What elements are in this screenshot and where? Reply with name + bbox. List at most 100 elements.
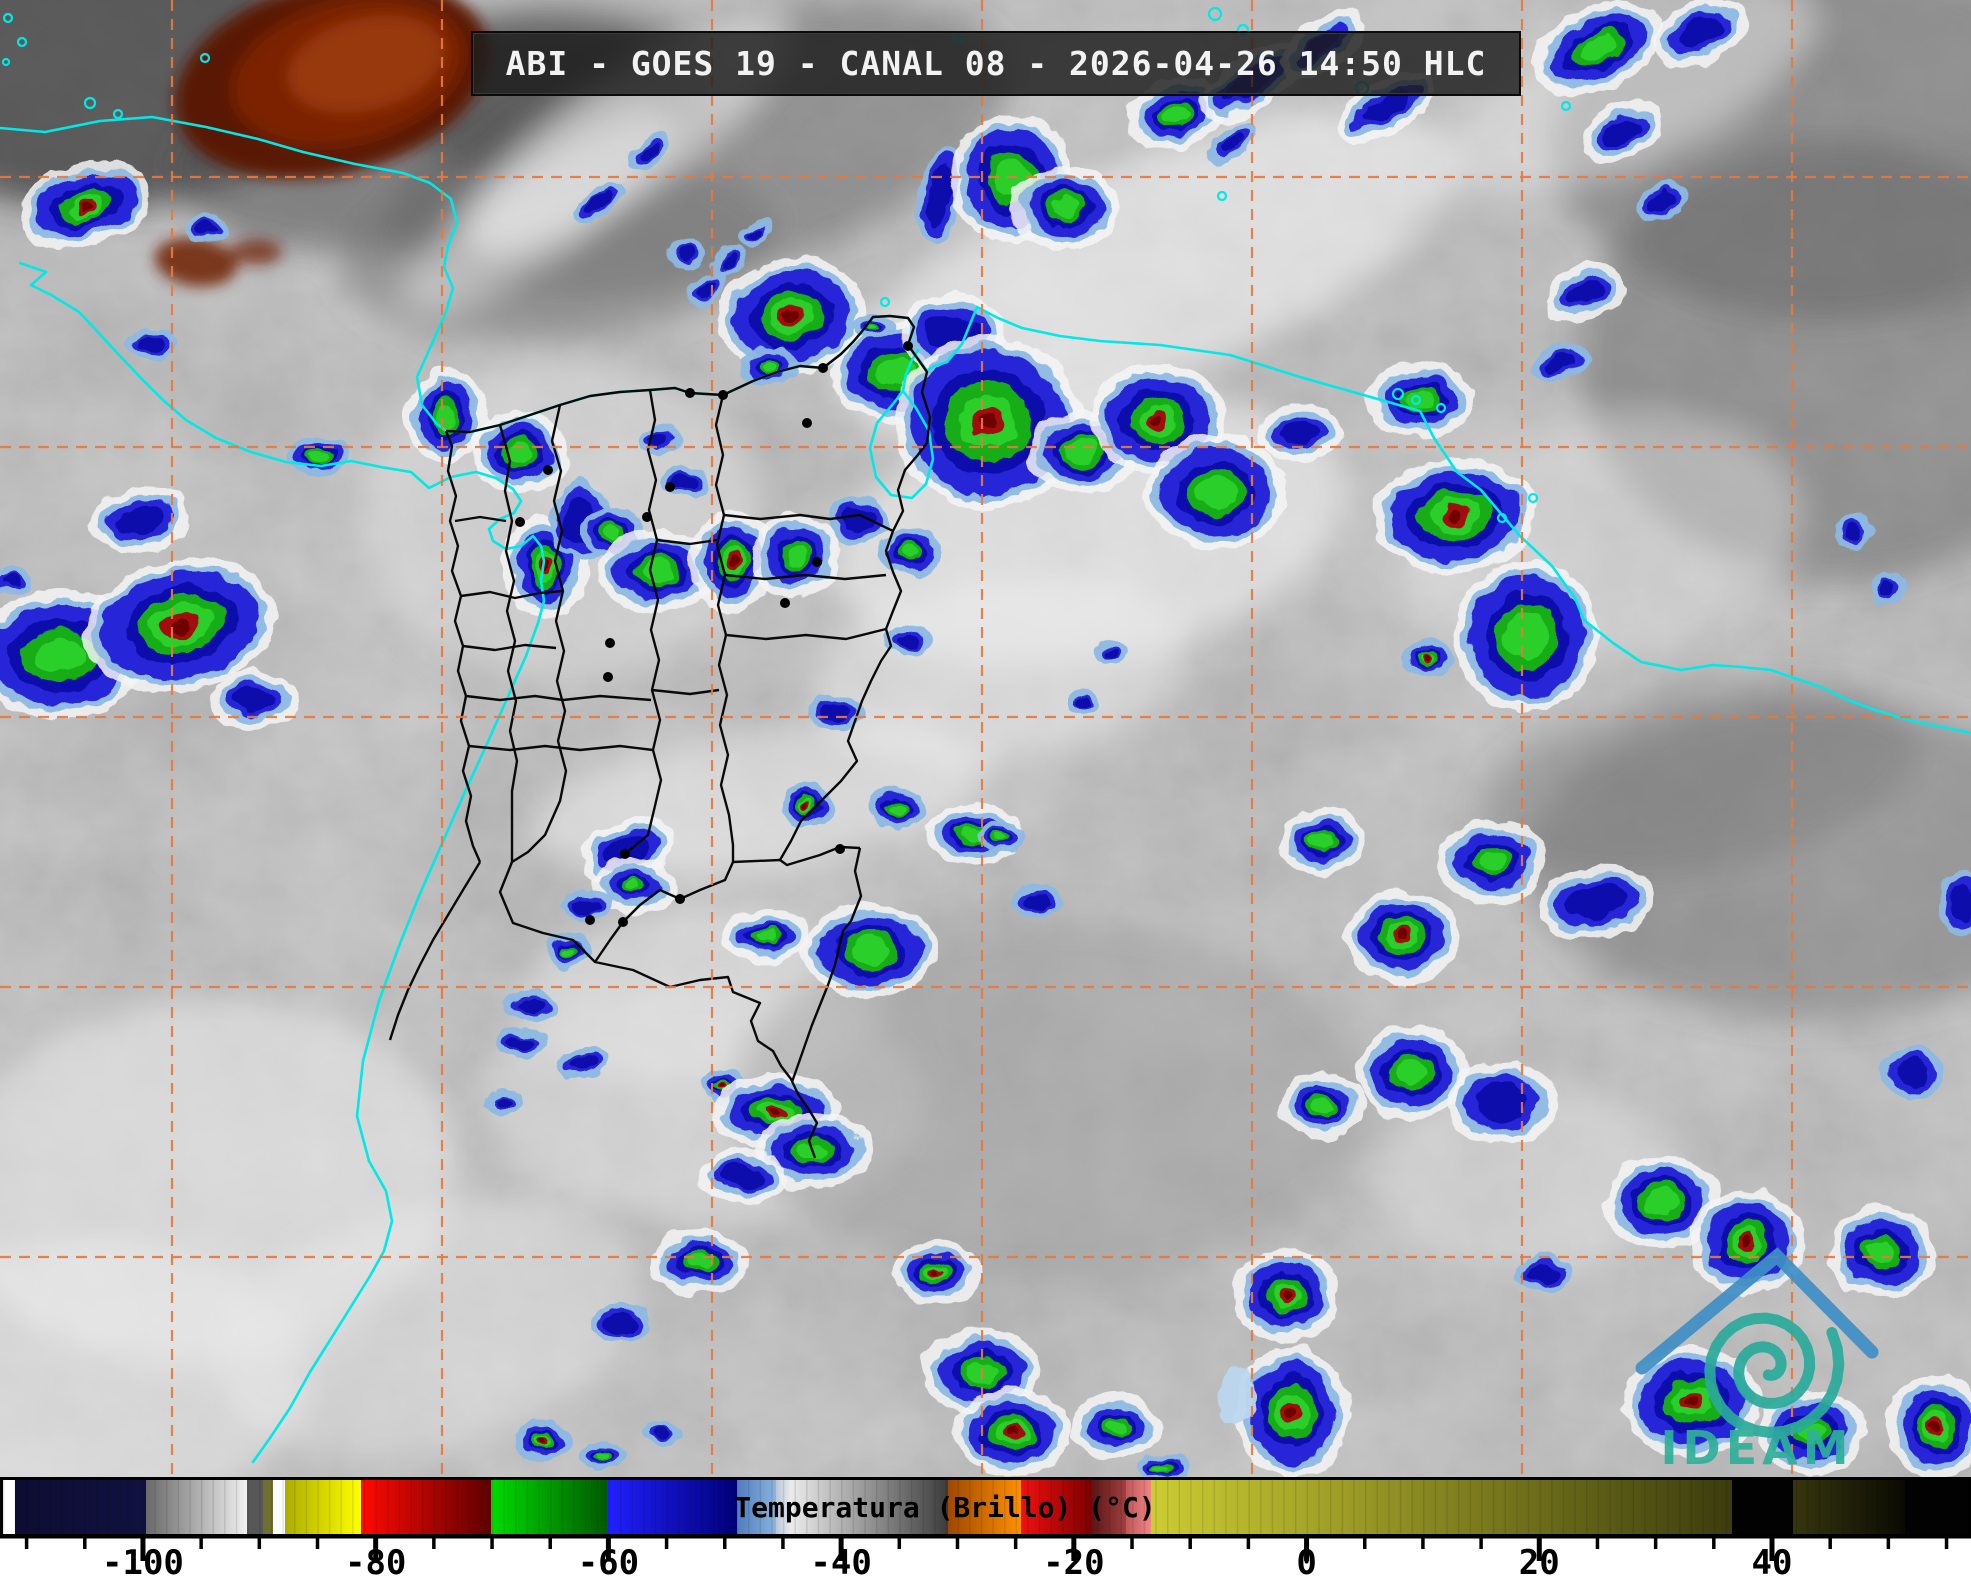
storm-cell (739, 217, 773, 247)
storm-cell (718, 257, 866, 375)
storm-cell (1072, 1393, 1160, 1459)
storm-severe-core-bright (1154, 1464, 1170, 1472)
storm-cell (18, 160, 152, 250)
storm-cell (575, 178, 625, 222)
department-boundary (511, 404, 568, 864)
department-boundary (454, 515, 507, 523)
storm-cell (1689, 1190, 1805, 1294)
tick-label: -20 (1043, 1543, 1104, 1577)
storm-extreme-core-dark (1447, 510, 1463, 522)
storm-cell (592, 1303, 652, 1341)
storm-extreme-core-dark (729, 556, 737, 566)
storm-severe-core-bright (595, 1452, 609, 1460)
city-dot (605, 638, 615, 648)
storm-cell (640, 426, 682, 456)
colorbar-axis-line (0, 1535, 1971, 1539)
warm-airmass-layer (154, 0, 489, 287)
city-markers-layer (515, 341, 913, 927)
storm-cell (1887, 1375, 1971, 1477)
storm-severe-core-bright (761, 360, 779, 372)
city-dot (818, 363, 828, 373)
ideam-logo: IDEAM (1635, 1247, 1879, 1475)
storm-cell (1258, 402, 1342, 462)
storm-cold-core (673, 473, 699, 489)
storm-cold-core (115, 505, 165, 535)
storm-cell (1455, 560, 1599, 712)
storm-extreme-core-dark (1741, 1237, 1753, 1247)
storm-cold-core (135, 337, 165, 353)
storm-cell (722, 908, 810, 964)
city-dot (903, 341, 913, 351)
department-boundary (594, 861, 735, 963)
storm-severe-core-bright (1579, 35, 1617, 61)
city-dot (685, 388, 695, 398)
storm-cell (1834, 512, 1870, 552)
storm-cell (1234, 1346, 1350, 1477)
storm-cold-core (1895, 1055, 1929, 1089)
storm-cell (1278, 808, 1366, 876)
warm-airmass-patch (154, 237, 238, 287)
storm-cold-core (650, 434, 672, 448)
storm-cold-core (721, 1165, 763, 1187)
department-boundary (723, 513, 894, 533)
storm-extreme-core-dark (1424, 655, 1430, 661)
latlon-grid-layer (0, 0, 1971, 1477)
tick-label: 40 (1752, 1543, 1793, 1577)
storm-cold-core (515, 999, 547, 1013)
island-outline (1435, 402, 1447, 414)
city-dot (665, 482, 675, 492)
department-boundary (445, 314, 916, 434)
storm-severe-core-bright (603, 525, 623, 541)
department-boundary (462, 643, 557, 652)
storm-severe-core-bright (784, 545, 808, 567)
storm-fringe (1217, 1367, 1257, 1425)
cloud-shade (1370, 1090, 1690, 1270)
storm-cold-core (651, 1426, 673, 1438)
city-dot (675, 894, 685, 904)
storm-cell (598, 529, 714, 613)
island-outline (1560, 100, 1572, 112)
storm-cell (85, 557, 275, 693)
storm-cell (740, 346, 800, 386)
storm-severe-core-bright (33, 636, 87, 674)
storm-extreme-core-dark (1286, 1405, 1298, 1419)
storm-extreme-core-dark (1281, 1292, 1291, 1300)
storm-cell (1604, 1155, 1720, 1249)
storm-severe-core-bright (1505, 612, 1549, 660)
storm-severe-core-bright (755, 930, 777, 942)
storm-cell (1344, 889, 1460, 983)
island-outline (1496, 512, 1508, 524)
storm-cell (497, 1026, 549, 1056)
city-dot (812, 557, 822, 567)
storm-severe-core-bright (1477, 851, 1507, 873)
convective-storms-layer (0, 0, 1971, 1477)
cloud-shade (1482, 683, 1918, 877)
storm-cold-core (1104, 648, 1120, 660)
storm-extreme-core-dark (803, 803, 809, 809)
storm-cell (977, 820, 1027, 852)
department-boundary (651, 688, 720, 696)
storm-cell (182, 213, 228, 243)
storm-cold-core (1881, 580, 1895, 596)
storm-cell (661, 464, 711, 498)
storm-cell (1544, 262, 1626, 322)
department-boundary (725, 627, 887, 641)
island-outline (1207, 6, 1223, 22)
storm-cold-core (677, 246, 699, 258)
tick-label: -100 (102, 1543, 184, 1577)
warm-airmass-patch (287, 15, 445, 113)
storm-cell (1514, 1252, 1570, 1292)
storm-cold-core (1363, 90, 1413, 122)
storm-cold-core (573, 899, 599, 913)
city-dot (618, 917, 628, 927)
storm-cell (485, 1088, 521, 1114)
storm-cell (698, 1148, 786, 1204)
storm-cold-core (509, 1034, 537, 1048)
storm-cold-core (637, 142, 659, 162)
storm-cold-core (749, 226, 763, 238)
storm-extreme-core-dark (78, 201, 92, 209)
department-boundary (460, 589, 564, 600)
storm-cell (1828, 1205, 1936, 1299)
storm-cold-core (719, 255, 737, 269)
island-outline (112, 108, 124, 120)
